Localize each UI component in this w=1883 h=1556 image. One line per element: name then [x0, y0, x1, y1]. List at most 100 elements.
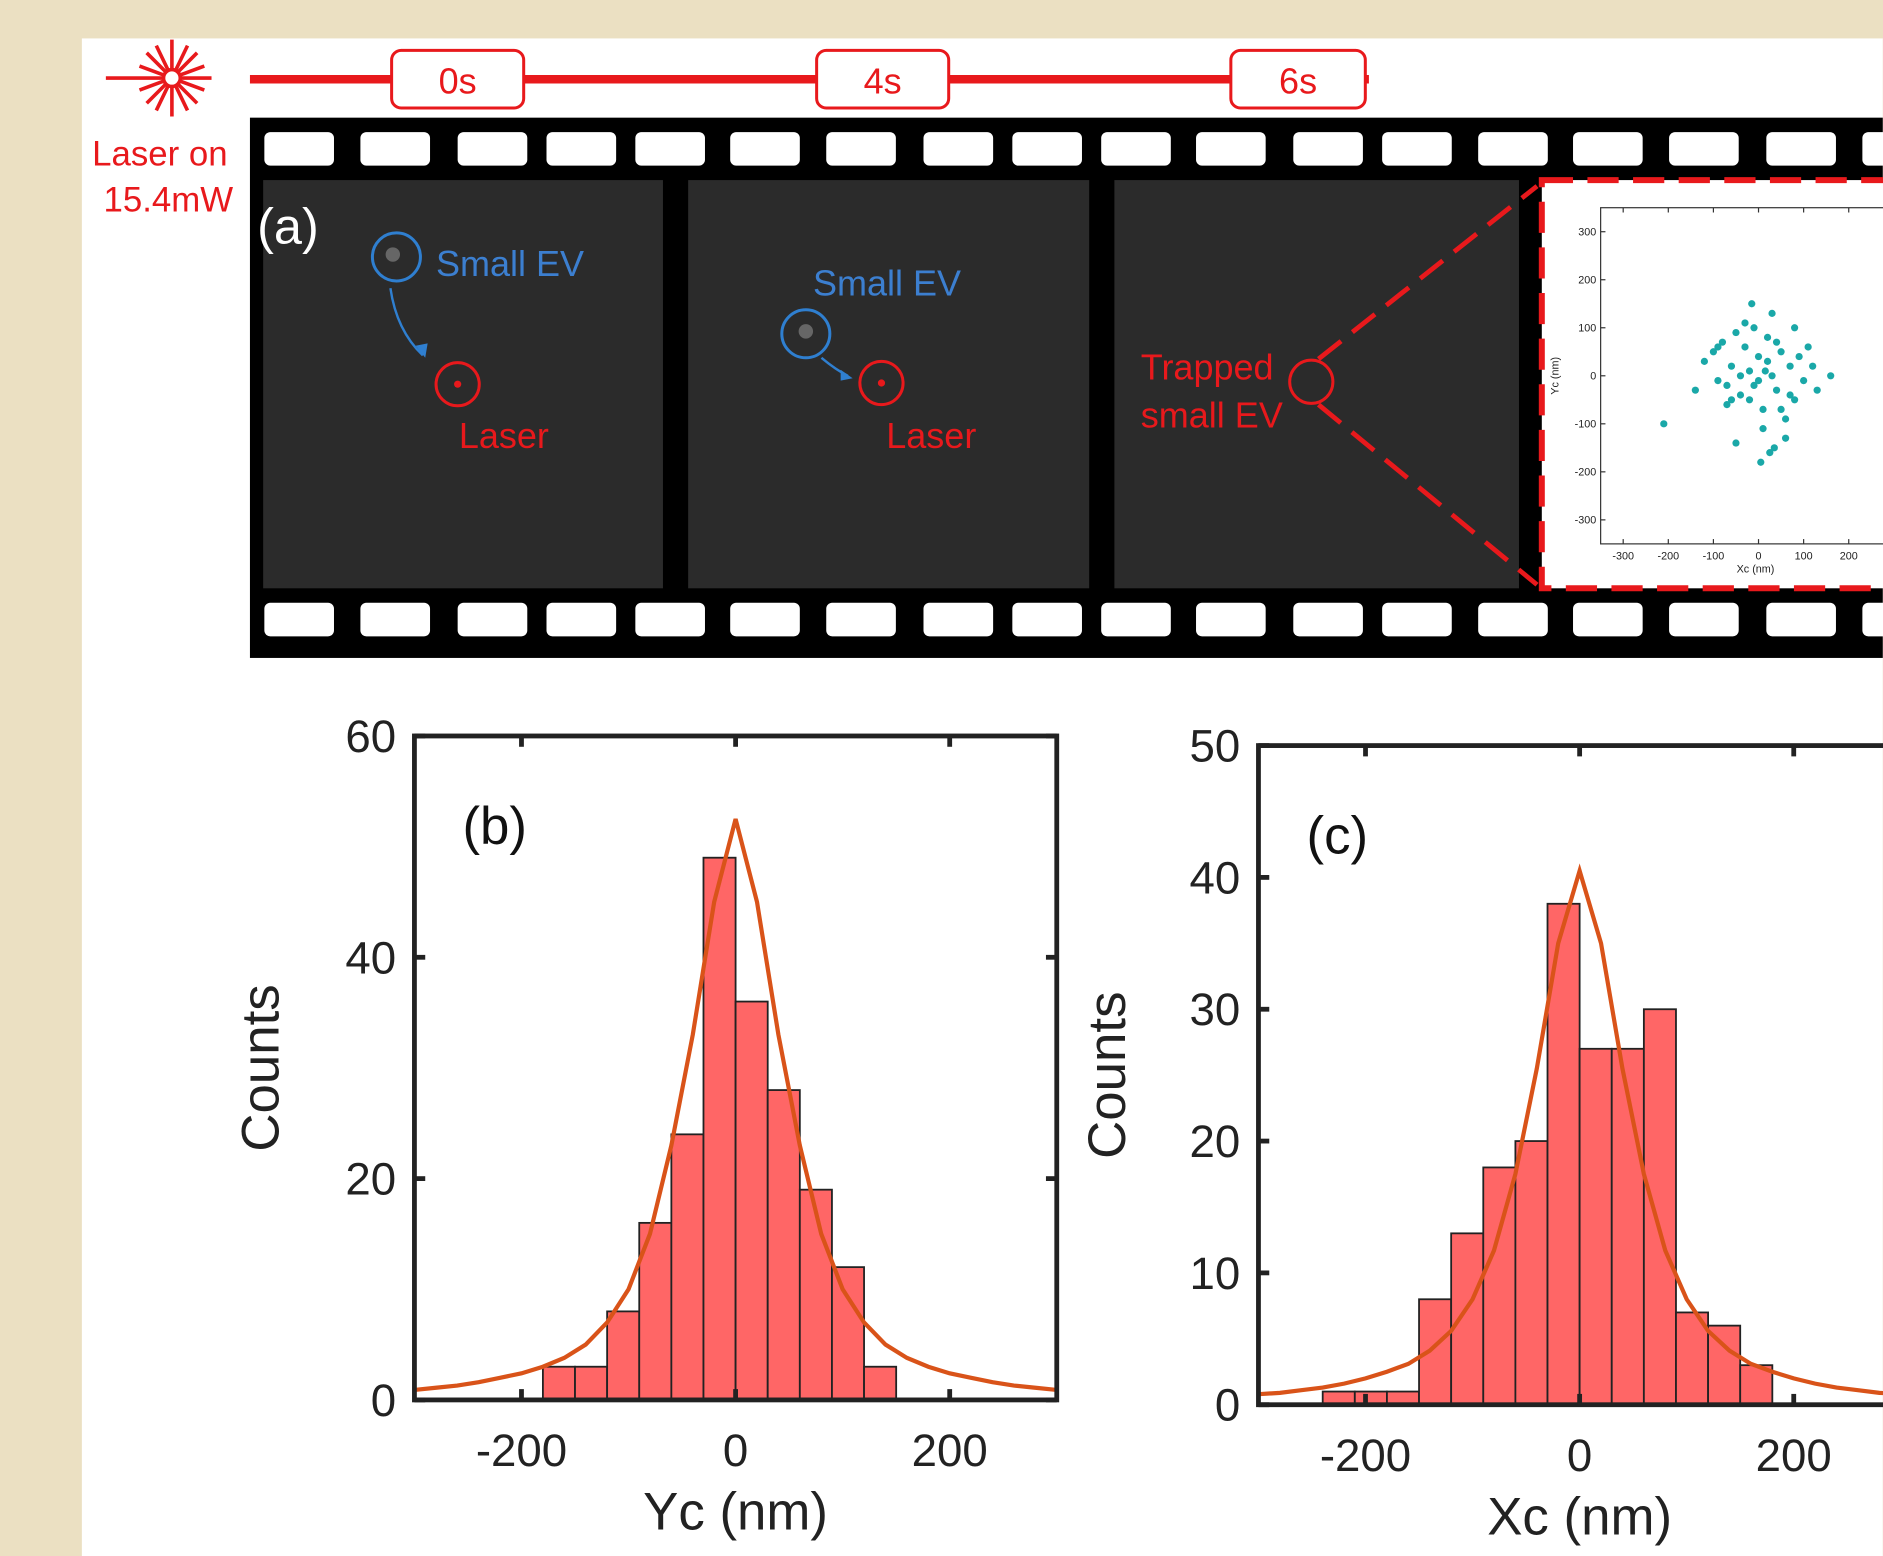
ev-label: Small EV	[813, 262, 961, 303]
point	[1782, 435, 1789, 442]
y-tick-label: 10	[1189, 1248, 1240, 1299]
point	[1777, 406, 1784, 413]
point	[1782, 415, 1789, 422]
sprocket-hole	[458, 132, 528, 166]
point	[1800, 377, 1807, 384]
laser-dot	[878, 379, 885, 386]
sprocket-hole	[923, 132, 993, 166]
y-tick-label: 30	[1189, 984, 1240, 1035]
point	[1714, 377, 1721, 384]
y-tick-label: -200	[1575, 467, 1597, 479]
point	[1732, 329, 1739, 336]
sprocket-hole	[1478, 132, 1548, 166]
trap-label: Trapped	[1141, 346, 1274, 387]
point	[1757, 459, 1764, 466]
point	[1714, 343, 1721, 350]
ev-spot	[799, 324, 813, 338]
point	[1755, 377, 1762, 384]
sprocket-hole	[264, 132, 334, 166]
point	[1748, 300, 1755, 307]
point	[1723, 382, 1730, 389]
y-tick-label: 40	[1189, 852, 1240, 903]
x-axis-label: Yc (nm)	[643, 1482, 828, 1541]
point	[1773, 387, 1780, 394]
point	[1737, 391, 1744, 398]
point	[1809, 363, 1816, 370]
y-tick-label: 40	[345, 932, 396, 983]
x-tick-label: 200	[1756, 1430, 1832, 1481]
bar	[1451, 1233, 1483, 1404]
y-tick-label: 60	[345, 711, 396, 762]
sprocket-hole	[1478, 603, 1548, 637]
laser-text: Laser on	[92, 135, 227, 174]
point	[1701, 358, 1708, 365]
y-tick-label: 20	[1189, 1116, 1240, 1167]
sprocket-hole	[1862, 132, 1883, 166]
point	[1764, 334, 1771, 341]
sprocket-hole	[730, 132, 800, 166]
point	[1741, 343, 1748, 350]
laser-power: 15.4mW	[104, 180, 234, 219]
sprocket-hole	[1669, 603, 1739, 637]
time-label: 4s	[864, 61, 902, 102]
laser-label: Laser	[459, 415, 549, 456]
bar	[832, 1267, 864, 1400]
y-tick-label: 20	[345, 1154, 396, 1205]
ev-label: Small EV	[436, 243, 584, 284]
point	[1827, 372, 1834, 379]
x-tick-label: -200	[1320, 1430, 1411, 1481]
laser-label: Laser	[886, 415, 976, 456]
sprocket-hole	[1862, 603, 1883, 637]
sprocket-hole	[826, 603, 896, 637]
point	[1768, 372, 1775, 379]
time-label: 0s	[439, 61, 477, 102]
sprocket-hole	[1196, 603, 1266, 637]
point	[1768, 310, 1775, 317]
point	[1773, 339, 1780, 346]
point	[1660, 420, 1667, 427]
sprocket-hole	[1766, 132, 1836, 166]
point	[1692, 387, 1699, 394]
x-tick-label: -100	[1703, 551, 1725, 563]
point	[1762, 367, 1769, 374]
x-tick-label: 0	[723, 1425, 748, 1476]
y-tick-label: 0	[371, 1375, 396, 1426]
bar	[1515, 1141, 1547, 1405]
point	[1732, 439, 1739, 446]
trap-label: small EV	[1141, 394, 1283, 435]
laser-dot	[454, 381, 461, 388]
sprocket-hole	[546, 603, 616, 637]
point	[1814, 387, 1821, 394]
ev-spot	[386, 247, 400, 261]
sprocket-hole	[360, 603, 430, 637]
sprocket-hole	[635, 132, 705, 166]
point	[1805, 343, 1812, 350]
bar	[864, 1367, 896, 1400]
x-tick-label: 200	[912, 1425, 988, 1476]
y-tick-label: 100	[1578, 323, 1596, 335]
point	[1737, 372, 1744, 379]
y-tick-label: 0	[1215, 1380, 1240, 1431]
y-tick-label: 0	[1590, 371, 1596, 383]
x-tick-label: 200	[1840, 551, 1858, 563]
sprocket-hole	[1766, 603, 1836, 637]
panel-label: (a)	[257, 198, 319, 255]
panel-label: (c)	[1306, 807, 1368, 866]
y-axis-label: Counts	[232, 984, 291, 1151]
sprocket-hole	[1101, 132, 1171, 166]
bar	[736, 1002, 768, 1400]
bar	[575, 1367, 607, 1400]
bar	[671, 1134, 703, 1400]
inset-frame	[1542, 180, 1883, 588]
sprocket-hole	[546, 132, 616, 166]
frame	[263, 180, 663, 588]
sprocket-hole	[1382, 603, 1452, 637]
y-tick-label: -300	[1575, 515, 1597, 527]
x-tick-label: 100	[1795, 551, 1813, 563]
x-tick-label: -300	[1612, 551, 1634, 563]
figure: Laser on 15.4mW 0s 4s 6s (a) Small EV La…	[0, 0, 1883, 1556]
y-tick-label: 50	[1189, 721, 1240, 772]
point	[1746, 367, 1753, 374]
sprocket-hole	[1669, 132, 1739, 166]
bar	[768, 1090, 800, 1400]
